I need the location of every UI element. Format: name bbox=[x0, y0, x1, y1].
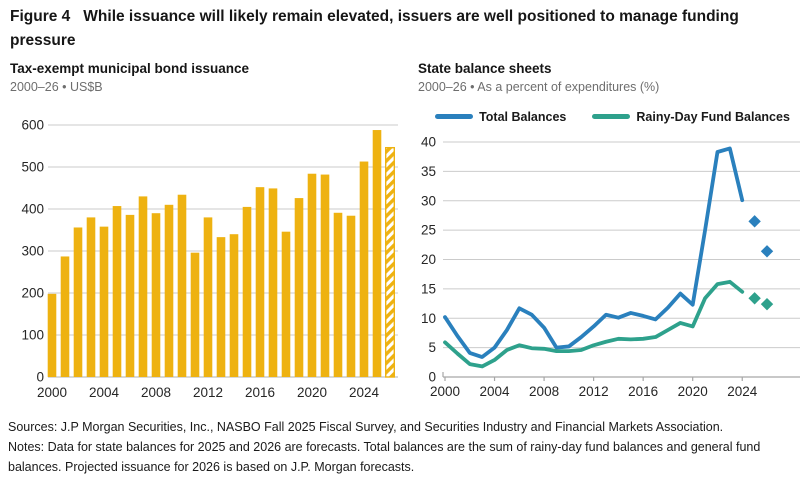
svg-text:5: 5 bbox=[428, 340, 436, 355]
figure-number: Figure 4 bbox=[10, 8, 71, 25]
figure-footer: Sources: J.P Morgan Securities, Inc., NA… bbox=[8, 417, 806, 477]
issuance-chart-subtitle: 2000–26 • US$B bbox=[10, 80, 103, 94]
total-balances-label: Total Balances bbox=[479, 109, 567, 124]
svg-text:0: 0 bbox=[36, 370, 44, 385]
svg-text:2016: 2016 bbox=[628, 384, 658, 398]
figure-title: Figure 4 While issuance will likely remai… bbox=[10, 5, 755, 53]
svg-text:2024: 2024 bbox=[727, 384, 758, 398]
svg-text:2008: 2008 bbox=[529, 384, 559, 398]
svg-text:30: 30 bbox=[421, 193, 436, 208]
svg-text:10: 10 bbox=[421, 311, 436, 326]
issuance-bar-chart: 0 100 200 300 400 500 600 2000 2004 2008 2012 2016 2… bbox=[21, 118, 398, 400]
svg-text:300: 300 bbox=[21, 244, 44, 259]
svg-text:2012: 2012 bbox=[193, 385, 223, 400]
svg-text:2012: 2012 bbox=[579, 384, 609, 398]
svg-text:600: 600 bbox=[21, 118, 44, 133]
svg-text:400: 400 bbox=[21, 202, 44, 217]
svg-text:2024: 2024 bbox=[349, 385, 380, 400]
svg-text:500: 500 bbox=[21, 160, 44, 175]
figure-heading: While issuance will likely remain elevat… bbox=[10, 8, 739, 50]
balances-chart-title: State balance sheets bbox=[418, 61, 552, 76]
notes-text: Notes: Data for state balances for 2025 … bbox=[8, 440, 761, 474]
legend-item-rainy-day-fund: Rainy-Day Fund Balances bbox=[592, 110, 790, 124]
balances-chart-subtitle: 2000–26 • As a percent of expenditures (… bbox=[418, 80, 660, 94]
issuance-chart-title: Tax-exempt municipal bond issuance bbox=[10, 61, 250, 76]
svg-text:40: 40 bbox=[421, 135, 436, 150]
svg-text:2016: 2016 bbox=[245, 385, 275, 400]
svg-text:100: 100 bbox=[21, 328, 44, 343]
svg-text:200: 200 bbox=[21, 286, 44, 301]
rainy-day-label: Rainy-Day Fund Balances bbox=[636, 109, 790, 124]
svg-text:2008: 2008 bbox=[141, 385, 171, 400]
rainy-day-line-swatch bbox=[592, 114, 631, 119]
svg-text:15: 15 bbox=[421, 281, 436, 296]
svg-text:25: 25 bbox=[421, 223, 436, 238]
svg-text:2020: 2020 bbox=[297, 385, 327, 400]
svg-text:35: 35 bbox=[421, 164, 436, 179]
svg-text:2004: 2004 bbox=[480, 384, 511, 398]
balances-line-chart: 0 5 10 15 20 25 30 35 40 2000 2004 2008 2012 2016 2020… bbox=[421, 135, 800, 398]
sources-note: Sources: J.P Morgan Securities, Inc., NA… bbox=[8, 420, 724, 434]
svg-text:20: 20 bbox=[421, 252, 436, 267]
svg-text:2020: 2020 bbox=[678, 384, 708, 398]
svg-text:2000: 2000 bbox=[37, 385, 67, 400]
chart-legend: Total Balances Rainy-Day Fund Balances bbox=[418, 108, 807, 125]
svg-text:2004: 2004 bbox=[89, 385, 120, 400]
total-balances-line-swatch bbox=[435, 114, 474, 119]
svg-text:0: 0 bbox=[428, 370, 436, 385]
svg-text:2000: 2000 bbox=[430, 384, 460, 398]
legend-item-total-balances: Total Balances bbox=[435, 110, 566, 124]
